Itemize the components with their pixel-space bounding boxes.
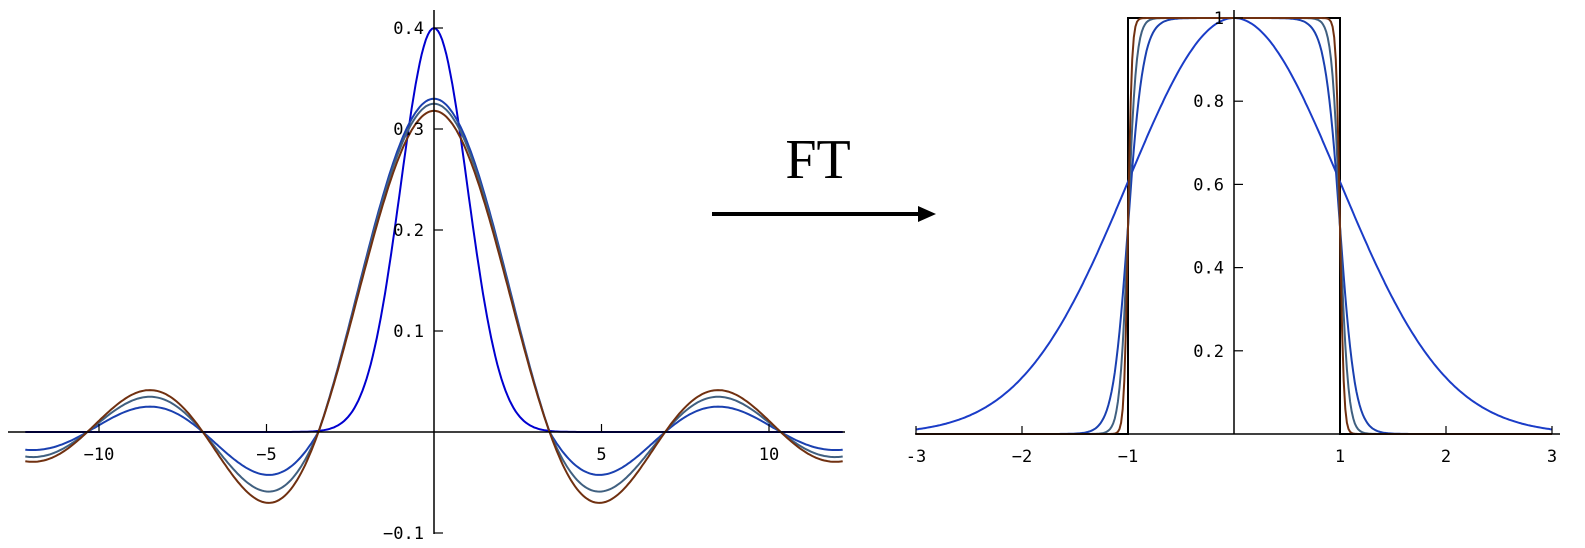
chart1-x-tick-label: −10	[84, 445, 115, 465]
chart1-x-tick-label: −5	[256, 445, 276, 465]
chart2-y-tick-label: 0.4	[1193, 259, 1224, 279]
chart2-x-tick-label: 2	[1441, 447, 1451, 467]
ft-arrow: FT	[712, 129, 936, 222]
arrow-head	[918, 206, 936, 222]
chart2-x-tick-label: 1	[1335, 447, 1345, 467]
chart1-y-tick-label: 0.1	[393, 322, 424, 342]
chart2-x-tick-label: -3	[906, 447, 926, 467]
chart1-x-tick-label: 10	[759, 445, 779, 465]
chart1-x-tick-label: 5	[596, 445, 606, 465]
left-axes: −10 −5 5 10 −0.1 0.1 0.2 0.3 0.4	[8, 10, 845, 544]
ft-arrow-label: FT	[785, 129, 850, 191]
chart2-x-tick-label: −1	[1118, 447, 1138, 467]
chart2-x-tick-label: −2	[1012, 447, 1032, 467]
chart2-y-tick-label: 0.8	[1193, 92, 1224, 112]
right-axes: -3 −2 −1 1 2 3 0.2 0.4 0.6 0.8 1	[906, 9, 1560, 467]
left-chart: −10 −5 5 10 −0.1 0.1 0.2 0.3 0.4	[8, 10, 845, 544]
chart2-y-tick-label: 0.2	[1193, 342, 1224, 362]
chart1-y-tick-label: 0.3	[393, 120, 424, 140]
right-chart: -3 −2 −1 1 2 3 0.2 0.4 0.6 0.8 1	[906, 9, 1560, 467]
chart2-x-tick-label: 3	[1547, 447, 1557, 467]
chart2-y-tick-label: 0.6	[1193, 175, 1224, 195]
chart1-y-tick-label: −0.1	[383, 524, 424, 544]
chart1-y-tick-label: 0.4	[393, 19, 424, 39]
chart1-y-tick-label: 0.2	[393, 221, 424, 241]
chart2-y-tick-label: 1	[1214, 9, 1224, 29]
